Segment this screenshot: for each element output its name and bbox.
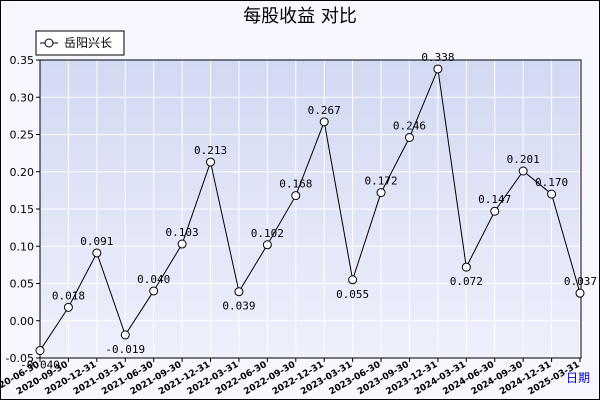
data-label: 0.168 (279, 178, 312, 191)
series-layer: -0.040 0.018 0.091 -0.019 0.040 0.103 0.213 0.0… (20, 51, 597, 372)
data-label: 0.091 (80, 235, 113, 248)
data-point[interactable] (63, 302, 73, 312)
data-point[interactable] (404, 132, 414, 142)
data-point[interactable] (92, 248, 102, 258)
y-tick-label: 0.25 (10, 129, 35, 142)
data-point[interactable] (575, 288, 585, 298)
data-label: 0.102 (251, 227, 284, 240)
data-label: 0.267 (308, 104, 341, 117)
data-point[interactable] (262, 240, 272, 250)
plot-border (39, 59, 582, 359)
data-label: 0.172 (364, 175, 397, 188)
data-label: 0.213 (194, 144, 227, 157)
data-label: 0.018 (52, 289, 85, 302)
data-point[interactable] (376, 188, 386, 198)
data-label: -0.040 (20, 359, 60, 372)
data-point[interactable] (461, 262, 471, 272)
data-label: 0.040 (137, 273, 170, 286)
data-point[interactable] (234, 287, 244, 297)
data-label: 0.246 (393, 119, 426, 132)
data-point[interactable] (547, 189, 557, 199)
data-label: 0.055 (336, 288, 369, 301)
data-label: 0.072 (450, 275, 483, 288)
y-tick-label: 0.05 (10, 278, 35, 291)
data-point[interactable] (319, 117, 329, 127)
data-point[interactable] (120, 330, 130, 340)
data-label: -0.019 (105, 343, 145, 356)
data-label: 0.039 (222, 300, 255, 313)
y-tick-label: 0.00 (10, 315, 35, 328)
data-point[interactable] (518, 166, 528, 176)
y-tick-label: 0.30 (10, 91, 35, 104)
data-label: 0.103 (166, 226, 199, 239)
data-point[interactable] (490, 206, 500, 216)
chart-title: 每股收益 对比 (243, 6, 357, 27)
data-point[interactable] (291, 191, 301, 201)
y-tick-label: 0.20 (10, 166, 35, 179)
x-axis-ticks: 2020-06-302020-09-302020-12-312021-03-31… (0, 358, 582, 397)
y-tick-label: 0.15 (10, 203, 35, 216)
data-label: 0.201 (507, 153, 540, 166)
y-axis-ticks: -0.05 0.00 0.05 0.10 0.15 0.20 0.25 0.30 0.35 (6, 54, 40, 365)
data-point[interactable] (177, 239, 187, 249)
data-point[interactable] (149, 286, 159, 296)
y-tick-label: 0.10 (10, 240, 35, 253)
legend-label: 岳阳兴长 (64, 36, 112, 50)
legend[interactable]: 岳阳兴长 (35, 30, 125, 56)
data-label: 0.147 (478, 193, 511, 206)
data-point[interactable] (433, 64, 443, 74)
series-line (39, 67, 581, 351)
y-tick-label: -0.05 (6, 352, 34, 365)
data-label: 0.037 (564, 275, 597, 288)
data-point[interactable] (35, 346, 45, 356)
y-tick-label: 0.35 (10, 54, 35, 67)
gridlines (39, 59, 581, 359)
data-point[interactable] (206, 157, 216, 167)
data-label: 0.170 (535, 176, 568, 189)
data-label: 0.338 (421, 51, 454, 64)
legend-marker-icon (44, 38, 54, 48)
x-axis-title: 日期 (566, 371, 590, 385)
data-point[interactable] (348, 275, 358, 285)
